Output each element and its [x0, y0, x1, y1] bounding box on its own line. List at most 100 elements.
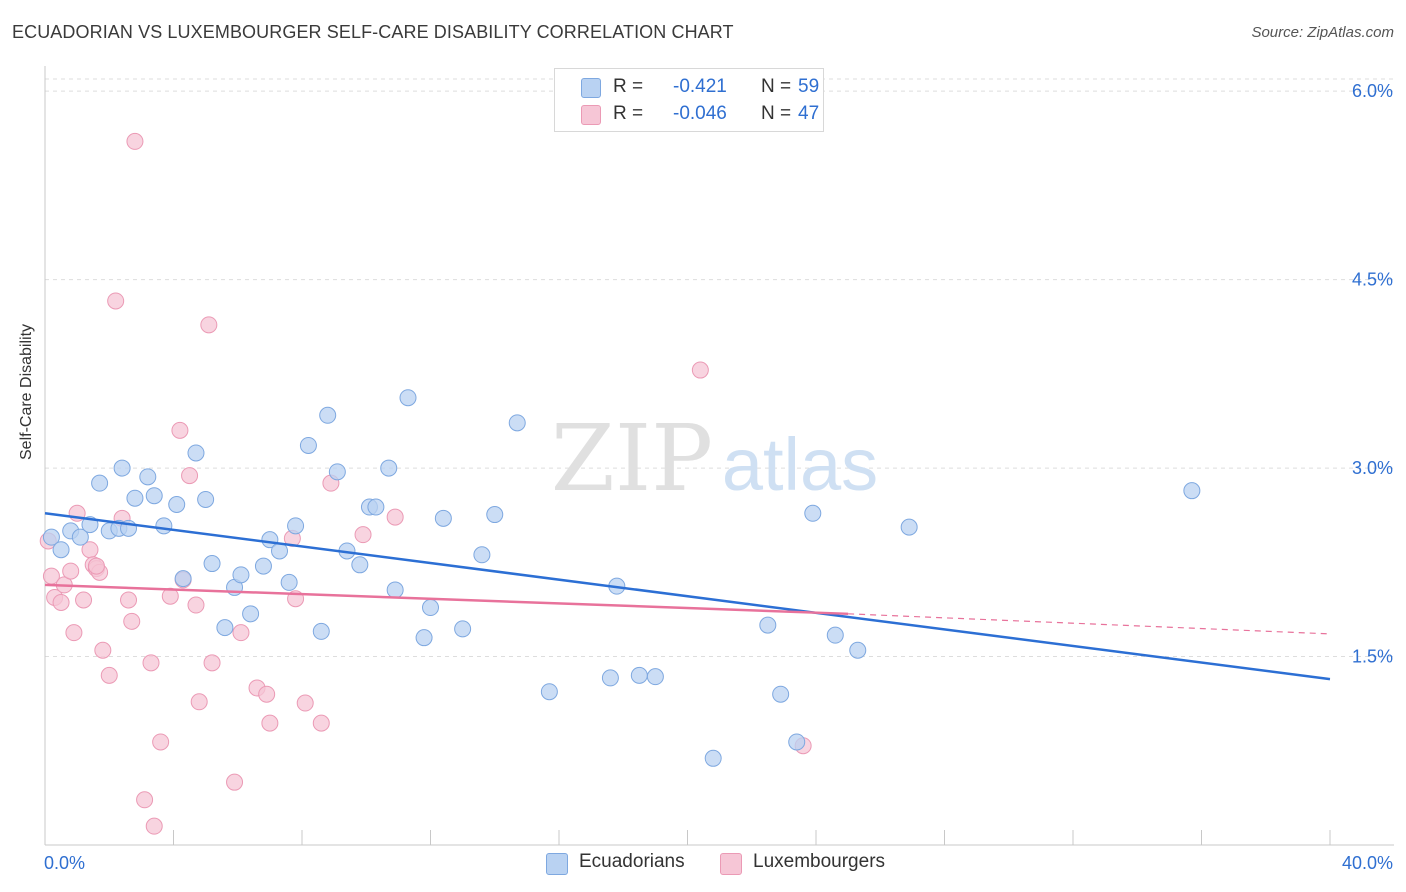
ecuadorian-point [386, 581, 404, 599]
luxembourger-point [75, 591, 93, 609]
luxembourger-point [94, 641, 112, 659]
luxembourger-point [200, 316, 218, 334]
luxembourger-point [52, 594, 70, 612]
ecuadorian-point [380, 459, 398, 477]
ecuadorian-point [367, 498, 385, 516]
luxembourger-point [152, 733, 170, 751]
ecuadorian-point [788, 733, 806, 751]
n-value-ecuadorians: 59 [798, 76, 820, 97]
r-label: R = [613, 76, 644, 97]
r-value-luxembourgers: -0.046 [673, 103, 727, 124]
ecuadorian-point [91, 474, 109, 492]
ecuadorian-point [826, 626, 844, 644]
ecuadorian-point [351, 556, 369, 574]
y-tick-label: 3.0% [1352, 458, 1393, 478]
legend-label-luxembourgers: Luxembourgers [753, 851, 886, 872]
y-tick-label: 6.0% [1352, 81, 1393, 101]
legend-label-ecuadorians: Ecuadorians [579, 851, 685, 872]
ecuadorian-point [601, 669, 619, 687]
r-label: R = [613, 103, 644, 124]
ecuadorian-point [287, 517, 305, 535]
luxembourger-point [123, 612, 141, 630]
luxembourger-point [142, 654, 160, 672]
chart-title: ECUADORIAN VS LUXEMBOURGER SELF-CARE DIS… [12, 22, 734, 42]
ecuadorian-point [42, 528, 60, 546]
axes [44, 66, 1394, 846]
ecuadorian-point [299, 436, 317, 454]
n-label: N = [761, 103, 792, 124]
ecuadorian-point [71, 528, 89, 546]
ecuadorian-point [187, 444, 205, 462]
tick-labels: 1.5% 3.0% 4.5% 6.0% 0.0% 40.0% [44, 81, 1393, 873]
ecuadorian-point [704, 749, 722, 767]
ecuadorian-point [759, 616, 777, 634]
luxembourger-point [65, 624, 83, 642]
luxembourger-point [232, 624, 250, 642]
n-value-luxembourgers: 47 [798, 103, 820, 124]
luxembourger-point [226, 773, 244, 791]
luxembourgers-swatch [581, 105, 601, 125]
luxembourger-point [62, 562, 80, 580]
r-value-ecuadorians: -0.421 [673, 76, 727, 97]
source-label: Source: ZipAtlas.com [1251, 24, 1394, 41]
ecuadorian-point [399, 389, 417, 407]
ecuadorian-point [772, 685, 790, 703]
ecuadorian-point [508, 414, 526, 432]
luxembourgers-swatch [720, 853, 742, 875]
luxembourger-point [145, 817, 163, 835]
ecuadorian-point [900, 518, 918, 536]
ecuadorian-point [540, 683, 558, 701]
luxembourger-point [120, 591, 138, 609]
ecuadorian-point [422, 599, 439, 617]
ecuadorian-point [486, 506, 504, 524]
luxembourger-point [691, 361, 709, 379]
ecuadorian-point [1183, 482, 1201, 500]
luxembourger-point [181, 467, 199, 485]
ecuadorian-point [415, 629, 433, 647]
ecuadorian-point [630, 666, 648, 684]
ecuadorian-point [319, 406, 337, 424]
ecuadorian-point [197, 490, 215, 508]
ecuadorian-point [254, 557, 272, 575]
correlation-legend: R = -0.421 N = 59 R = -0.046 N = 47 [554, 68, 824, 132]
ecuadorian-point [328, 463, 346, 481]
luxembourger-point [386, 508, 404, 526]
ecuadorian-point [174, 570, 192, 588]
luxembourger-point [107, 292, 125, 310]
ecuadorians-points [42, 389, 1201, 767]
ecuadorian-point [280, 573, 298, 591]
y-tick-label: 1.5% [1352, 647, 1393, 667]
luxembourger-point [100, 666, 118, 684]
n-label: N = [761, 76, 792, 97]
luxembourger-point [261, 714, 279, 732]
ecuadorian-point [126, 489, 144, 507]
luxembourger-point [190, 693, 208, 711]
ecuadorians-swatch [546, 853, 568, 875]
ecuadorian-point [113, 459, 131, 477]
ecuadorian-point [434, 509, 452, 527]
luxembourger-point [87, 557, 105, 575]
y-tick-label: 4.5% [1352, 270, 1393, 290]
luxembourgers-trend-line [44, 583, 849, 616]
x-tick-label: 40.0% [1342, 853, 1393, 873]
luxembourger-point [136, 791, 154, 809]
y-axis-label: Self-Care Disability [18, 323, 35, 460]
luxembourger-point [296, 694, 314, 712]
ecuadorian-point [454, 620, 472, 638]
ecuadorian-point [312, 622, 330, 640]
luxembourger-point [171, 421, 189, 439]
luxembourger-point [354, 526, 372, 544]
luxembourgers-points [39, 132, 812, 835]
ecuadorian-point [473, 546, 491, 564]
ecuadorian-point [155, 517, 173, 535]
ecuadorians-trend-line [44, 512, 1331, 681]
luxembourger-point [126, 132, 144, 150]
luxembourger-point [203, 654, 221, 672]
ecuadorian-point [52, 541, 70, 559]
ecuadorian-point [232, 566, 250, 584]
ecuadorian-point [804, 504, 822, 522]
luxembourger-point [187, 596, 205, 614]
ecuadorian-point [849, 641, 867, 659]
trend-lines [44, 512, 1331, 681]
